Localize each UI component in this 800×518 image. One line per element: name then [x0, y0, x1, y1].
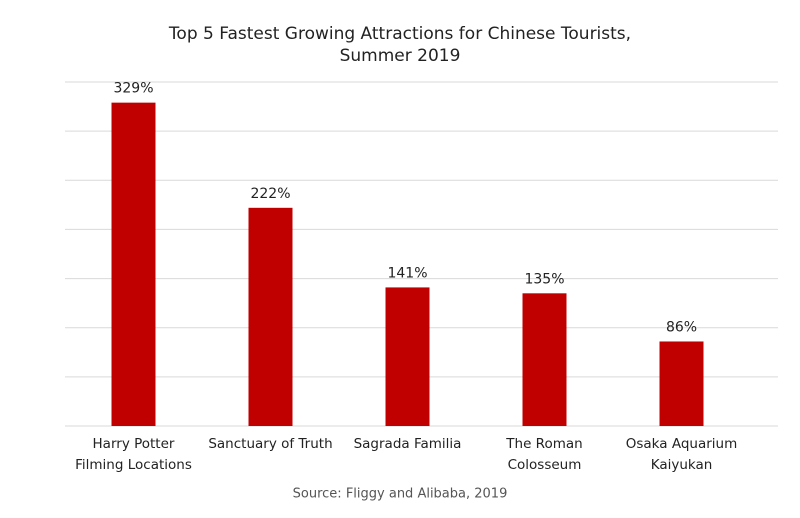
data-label: 141%: [387, 265, 427, 281]
bar: [248, 207, 293, 426]
chart-title: Top 5 Fastest Growing Attractions for Ch…: [168, 24, 631, 66]
data-label: 86%: [666, 319, 697, 335]
data-label: 135%: [524, 271, 564, 287]
bar: [522, 293, 567, 426]
bar: [385, 287, 430, 426]
data-label: 329%: [113, 81, 153, 97]
bar: [659, 341, 704, 426]
x-tick-label: Harry Potter Filming Locations: [75, 436, 192, 473]
x-tick-label: Sagrada Familia: [354, 436, 462, 452]
x-tick-label: Osaka Aquarium Kaiyukan: [626, 436, 737, 473]
bar: [111, 102, 156, 426]
x-tick-label: The Roman Colosseum: [505, 436, 582, 473]
x-tick-label: Sanctuary of Truth: [208, 436, 332, 452]
source-note: Source: Fliggy and Alibaba, 2019: [293, 487, 508, 502]
data-label: 222%: [250, 186, 290, 202]
